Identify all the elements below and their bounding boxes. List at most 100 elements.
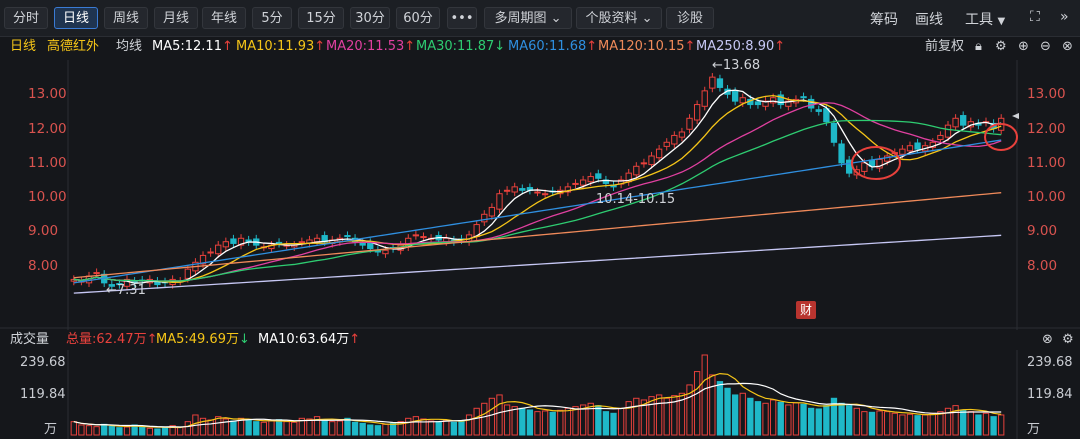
volume-bar <box>709 374 716 436</box>
volume-bar <box>412 416 420 436</box>
candle-body <box>998 117 1005 131</box>
volume-bar <box>450 421 458 436</box>
volume-bar <box>884 411 891 436</box>
ma5-value: MA5:12.11↑ <box>152 39 233 54</box>
candle-body <box>868 159 876 167</box>
candle-body <box>101 273 108 284</box>
candle-body <box>785 100 792 107</box>
candle-body <box>846 159 853 174</box>
volume-bar <box>846 405 853 436</box>
draw-line-button[interactable]: 画线 <box>915 12 943 28</box>
tools-label: 工具 <box>965 12 993 28</box>
plus-icon[interactable]: ⊕ <box>1018 39 1029 54</box>
volume-bar <box>929 412 936 436</box>
tab-8[interactable]: 60分 <box>396 7 440 29</box>
candle-body <box>488 206 496 217</box>
volume-bar <box>374 425 382 436</box>
candle-body <box>701 90 708 107</box>
candle-body <box>169 278 176 286</box>
volume-bar <box>177 426 184 436</box>
candle-body <box>709 76 716 89</box>
tab-2[interactable]: 周线 <box>104 7 148 29</box>
volume-close-icon[interactable]: ⊗ <box>1042 332 1053 347</box>
candle-body <box>473 224 480 238</box>
stock-name: 高德红外 <box>47 39 100 54</box>
tools-dropdown[interactable]: 工具 ▼ <box>965 9 1005 29</box>
candle-body <box>595 173 602 179</box>
more-button[interactable]: ••• <box>447 7 477 29</box>
volume-bar <box>747 397 754 436</box>
volume-bar <box>405 417 412 436</box>
volume-bar <box>868 411 876 436</box>
volume-header: 成交量 总量:62.47万↑ MA5:49.69万↓ MA10:63.64万↑ … <box>0 330 1080 350</box>
candle-body <box>807 98 815 109</box>
volume-bar <box>192 414 199 436</box>
volume-bar <box>693 371 701 436</box>
candle-body <box>815 109 822 112</box>
volume-bar <box>982 412 990 436</box>
tab-6[interactable]: 15分 <box>298 7 344 29</box>
y-tick-left-4: 9.00 <box>28 223 59 240</box>
tab-0[interactable]: 分时 <box>4 7 48 29</box>
candle-body <box>572 182 579 185</box>
tab-1[interactable]: 日线 <box>54 7 98 29</box>
volume-bar <box>481 402 488 436</box>
close-icon[interactable]: ⊗ <box>1062 39 1073 54</box>
candle-body <box>944 124 952 138</box>
candle-body <box>78 280 85 283</box>
candle-body <box>716 78 724 88</box>
tab-5[interactable]: 5分 <box>252 7 292 29</box>
ma20-line <box>73 102 1002 282</box>
candle-body <box>511 186 518 193</box>
candle-body <box>792 98 800 104</box>
toolbar: 分时 日线 周线 月线 年线 5分 15分 30分 60分 ••• 多周期图 ⌄ 个股资料 ⌄ … <box>0 0 1080 37</box>
settings-icon[interactable]: ⚙ <box>995 39 1007 54</box>
candle-body <box>268 244 275 250</box>
collapse-icon[interactable]: » <box>1060 9 1069 25</box>
volume-bar <box>572 406 579 436</box>
tab-3[interactable]: 月线 <box>154 7 198 29</box>
candle-body <box>914 142 921 150</box>
chips-button[interactable]: 筹码 <box>870 12 898 28</box>
volume-bar <box>435 421 442 436</box>
diagnose-button[interactable]: 诊股 <box>666 7 714 29</box>
volume-bar <box>291 421 298 436</box>
volume-bar <box>686 384 693 436</box>
minus-icon[interactable]: ⊖ <box>1040 39 1051 54</box>
candle-body <box>617 179 625 185</box>
tab-4[interactable]: 年线 <box>202 7 246 29</box>
candle-body <box>519 188 526 191</box>
volume-bar <box>458 420 465 436</box>
candle-body <box>739 97 746 104</box>
volume-bar <box>807 407 815 436</box>
candle-body <box>838 143 845 164</box>
candle-body <box>884 155 891 162</box>
volume-tick-mid-right: 119.84 <box>1027 387 1073 402</box>
candle-body <box>420 236 427 239</box>
ma30-value: MA30:11.87↓ <box>416 39 506 54</box>
candle-body <box>215 244 222 255</box>
fq-label[interactable]: 前复权 <box>925 39 965 54</box>
lock-icon[interactable]: 🔒︎ <box>975 39 982 54</box>
candle-body <box>397 244 404 251</box>
fullscreen-icon[interactable]: ⛶ <box>1030 9 1040 25</box>
volume-bar <box>899 414 906 436</box>
tab-7[interactable]: 30分 <box>350 7 390 29</box>
candle-body <box>937 134 944 141</box>
stock-info-dropdown[interactable]: 个股资料 ⌄ <box>576 7 662 29</box>
candle-body <box>503 189 511 192</box>
candle-body <box>990 122 997 130</box>
volume-bar <box>534 411 541 436</box>
multi-period-dropdown[interactable]: 多周期图 ⌄ <box>484 7 572 29</box>
volume-bar <box>906 413 914 436</box>
financial-badge[interactable]: 财 <box>796 301 816 319</box>
candle-body <box>465 234 473 243</box>
ma5-line <box>73 89 1002 284</box>
candle-body <box>450 239 458 243</box>
volume-bar <box>93 426 100 436</box>
volume-bar <box>998 414 1005 436</box>
volume-settings-icon[interactable]: ⚙ <box>1062 332 1074 347</box>
candle-body <box>678 131 686 138</box>
y-tick-right-1: 12.00 <box>1027 120 1066 137</box>
